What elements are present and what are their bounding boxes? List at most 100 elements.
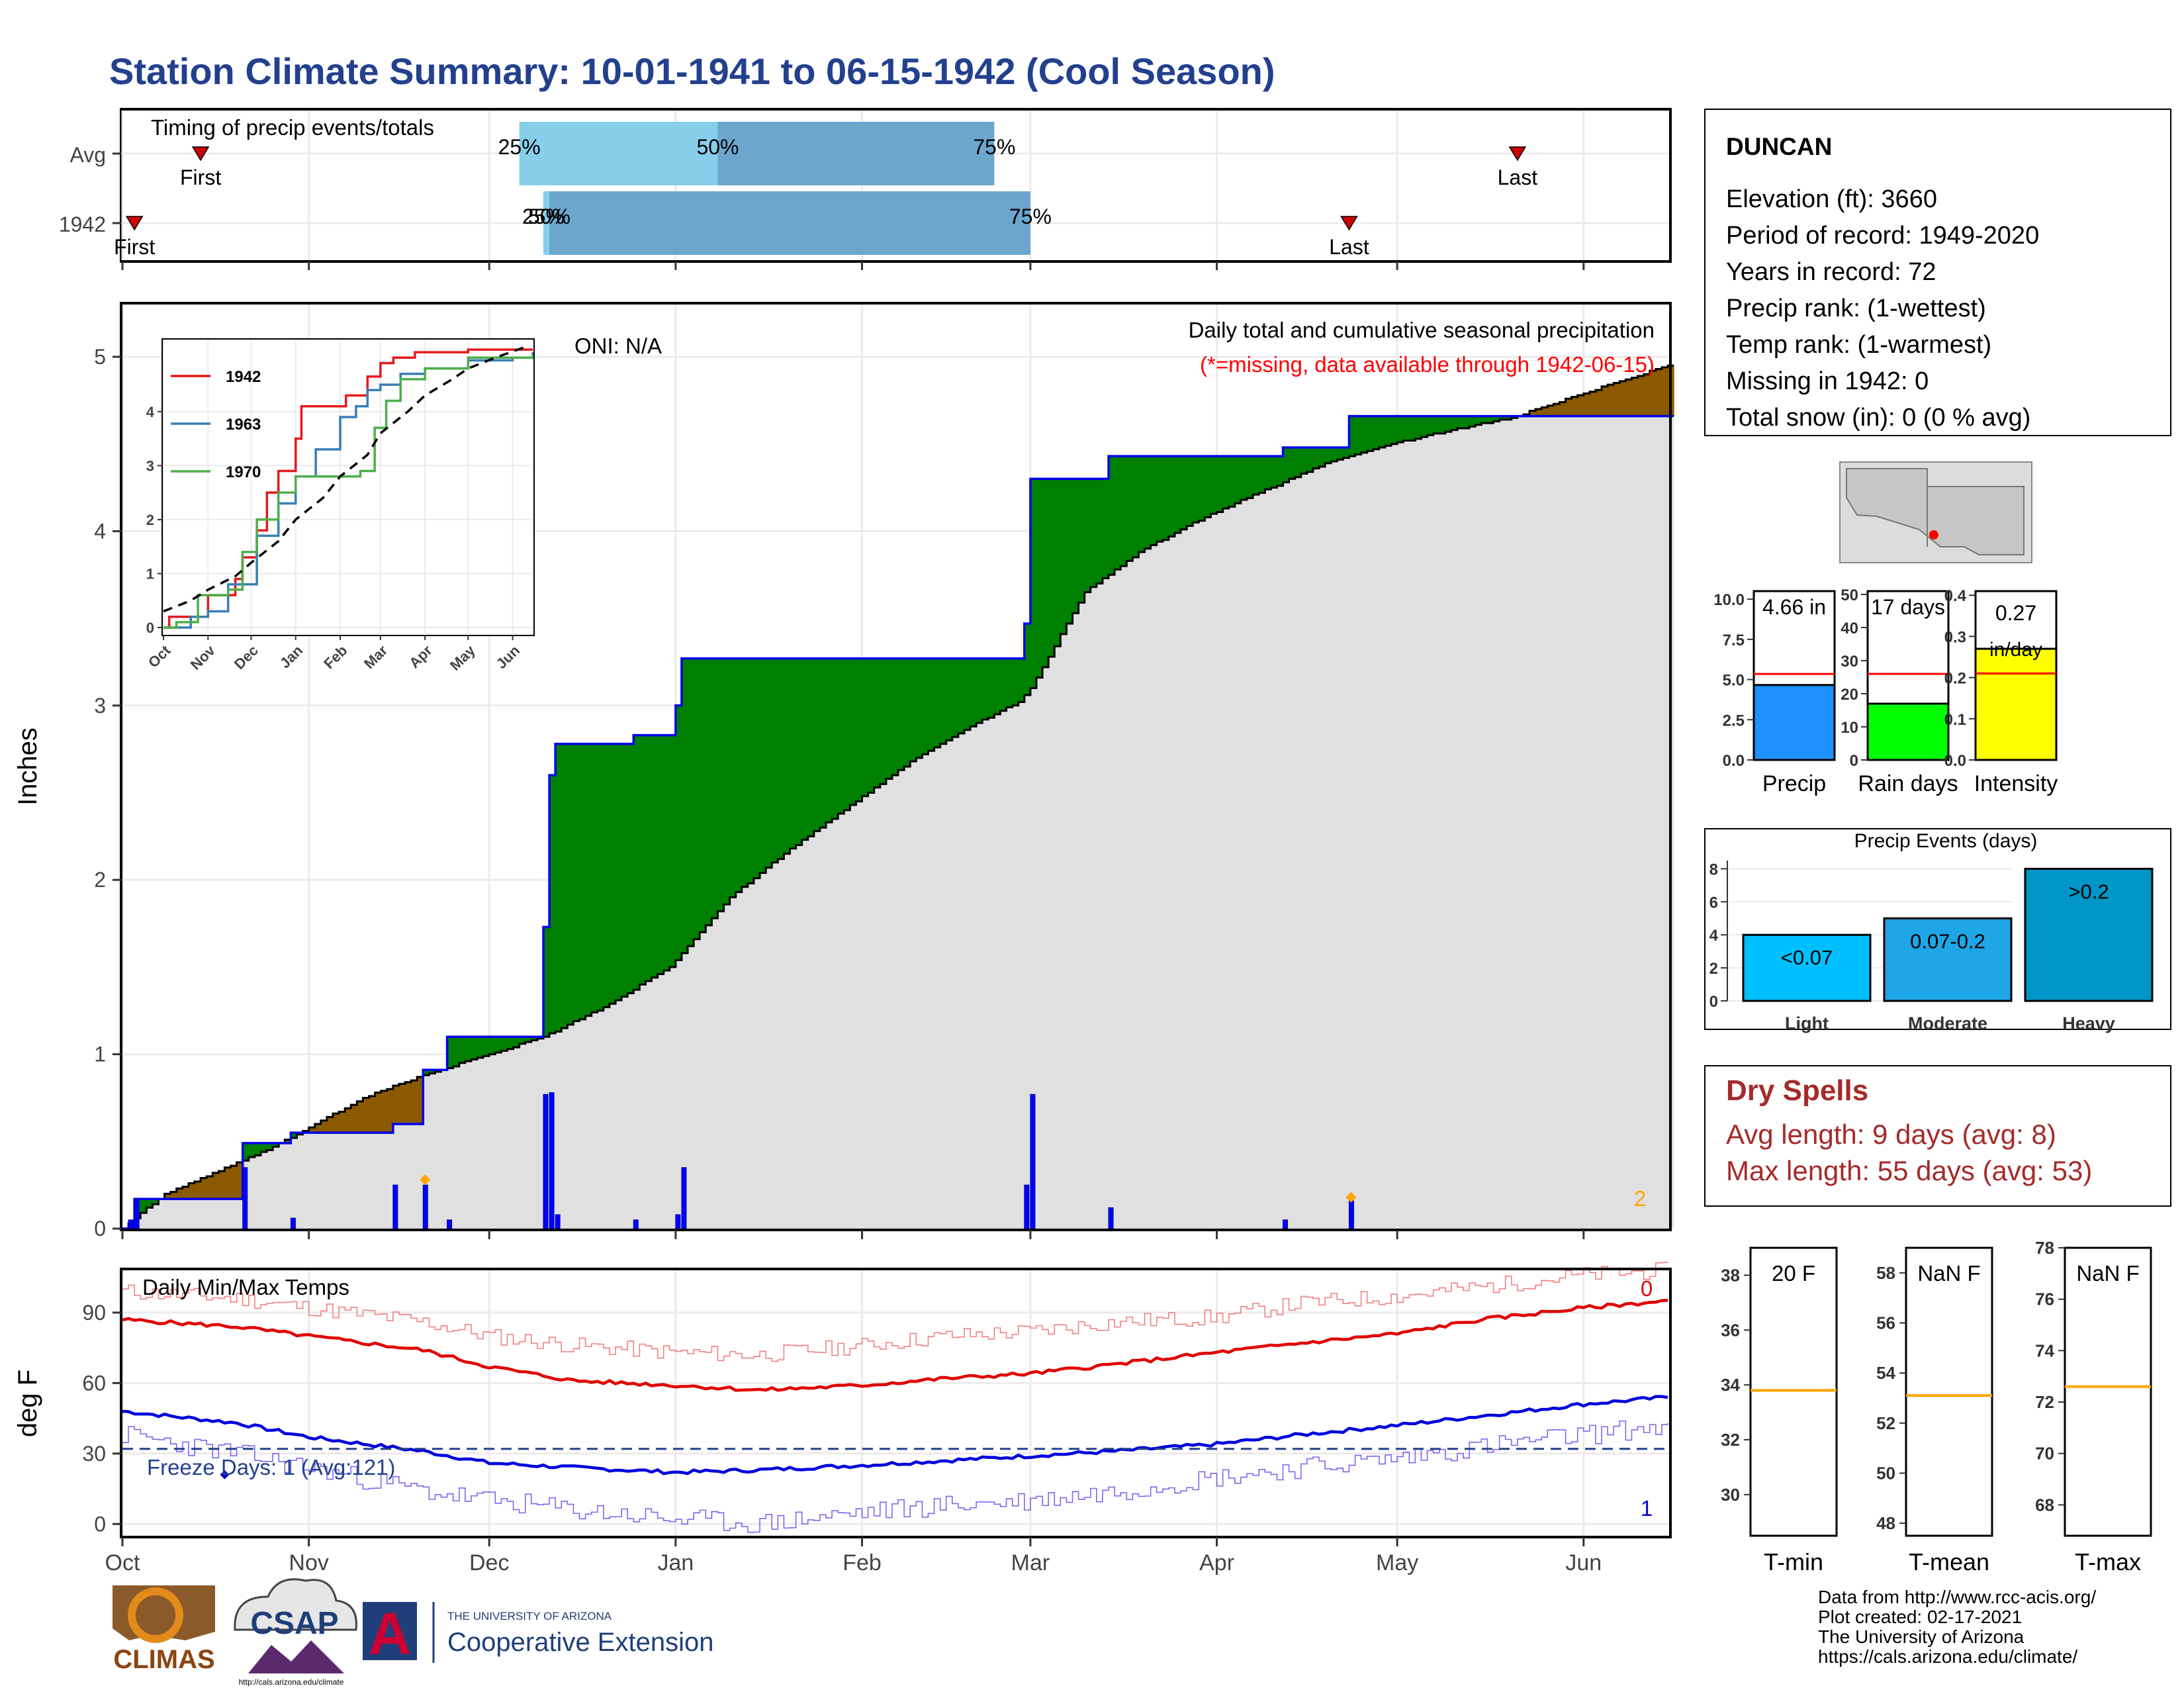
above-average-area [1379, 416, 1386, 447]
temp-xtick-label: Jan [657, 1550, 694, 1575]
temp-stat-value: NaN F [2076, 1261, 2139, 1286]
page-title: Station Climate Summary: 10-01-1941 to 0… [109, 50, 1275, 92]
below-average-area [345, 1108, 351, 1133]
events-bar-label: 0.07-0.2 [1910, 929, 1985, 953]
above-average-area [633, 735, 640, 990]
below-average-area [206, 1176, 213, 1199]
above-average-area [1187, 456, 1193, 526]
above-average-area [549, 775, 556, 1033]
below-average-area [411, 1080, 418, 1124]
stat-ytick-label: 40 [1841, 620, 1858, 637]
below-average-area [1637, 375, 1645, 416]
stat-value-label: 0.27 [1995, 601, 2036, 625]
timing-pct-label: 50% [528, 205, 570, 228]
temp-ytick-label: 90 [82, 1301, 106, 1325]
stat-ytick-label: 10.0 [1713, 591, 1745, 609]
timing-row-label-avg: Avg [69, 143, 106, 167]
below-average-area [363, 1098, 370, 1133]
above-average-area [880, 658, 887, 784]
events-bar-label: >0.2 [2068, 880, 2109, 903]
above-average-area [675, 705, 682, 961]
below-average-area [188, 1183, 195, 1199]
above-average-area [838, 658, 844, 814]
last-event-marker [1340, 216, 1358, 231]
above-average-area [465, 1037, 472, 1062]
precip-ytick-label: 5 [94, 345, 106, 369]
above-average-area [700, 658, 706, 933]
daily-precip-bar [1348, 1200, 1354, 1229]
above-average-area [723, 658, 731, 905]
timing-panel: Timing of precip events/totals 25% 50% 75%… [59, 108, 1672, 270]
stat-ytick-label: 5.0 [1723, 672, 1745, 690]
daily-precip-bar [681, 1167, 687, 1229]
above-average-area [1030, 479, 1037, 688]
above-average-area [694, 658, 700, 939]
below-average-area [398, 1084, 406, 1124]
below-average-area [326, 1117, 334, 1133]
above-average-area [994, 658, 1001, 714]
above-average-area [1193, 456, 1199, 523]
above-average-area [597, 743, 604, 1011]
inset-average-line [163, 346, 526, 613]
station-years: Years in record: 72 [1726, 258, 1936, 286]
csap-mountains [248, 1640, 344, 1673]
above-average-area [940, 658, 947, 744]
above-average-area [621, 743, 628, 997]
above-average-area [790, 658, 797, 849]
station-name: DUNCAN [1726, 133, 1832, 160]
above-average-area [267, 1143, 273, 1150]
timing-pct-label: 50% [696, 135, 739, 159]
record-max-line [122, 1262, 1668, 1362]
daily-precip-bar [1024, 1184, 1030, 1229]
above-average-area [934, 658, 941, 748]
above-average-area [1138, 456, 1146, 553]
temp-stat-ytick-label: 68 [2035, 1495, 2054, 1515]
temp-stat-ytick-label: 30 [1721, 1485, 1740, 1505]
temp-stat-ytick-label: 54 [1876, 1363, 1895, 1383]
timing-title: Timing of precip events/totals [151, 115, 434, 140]
temp-stat-ytick-label: 78 [2035, 1238, 2054, 1258]
above-average-area [1319, 447, 1326, 467]
above-average-area [891, 658, 899, 776]
stat-value-label: 17 days [1871, 595, 1945, 619]
ua-line2: Cooperative Extension [447, 1628, 713, 1657]
above-average-area [1265, 456, 1271, 490]
below-average-area [320, 1120, 328, 1133]
below-average-area [1535, 409, 1542, 416]
below-average-area [195, 1181, 201, 1199]
above-average-area [862, 658, 869, 796]
dry-title: Dry Spells [1726, 1074, 1868, 1107]
above-average-area [645, 735, 653, 981]
temp-stat-ytick-label: 56 [1876, 1313, 1895, 1333]
precip-ytick-label: 1 [94, 1043, 106, 1066]
precip-missing-note: (*=missing, data available through 1942-… [1200, 352, 1655, 377]
above-average-area [1277, 456, 1284, 486]
above-average-area [1457, 416, 1464, 429]
above-average-area [1102, 479, 1109, 579]
above-average-area [591, 743, 598, 1013]
temp-lines [122, 1262, 1669, 1533]
temp-stat-label: T-min [1764, 1548, 1823, 1575]
above-average-area [489, 1037, 496, 1055]
precip-events-panel: Precip Events (days) 0 2 4 6 8 <0.07 Light 0.07… [1704, 828, 2171, 1033]
temp-stat-ytick-label: 72 [2035, 1392, 2054, 1412]
inset-ytick-label: 3 [146, 457, 154, 474]
temp-stat-ytick-label: 52 [1876, 1413, 1895, 1433]
events-ytick-label: 8 [1709, 861, 1718, 878]
precip-ytick-label: 0 [94, 1217, 106, 1241]
below-average-area [381, 1090, 388, 1133]
above-average-area [1253, 456, 1259, 495]
inset-legend-label: 1942 [226, 368, 261, 386]
station-info-box: DUNCAN Elevation (ft): 3660 Period of re… [1704, 109, 2171, 436]
below-average-area [1571, 397, 1578, 416]
stat-ytick-label: 0.4 [1944, 587, 1967, 605]
above-average-area [1084, 479, 1091, 592]
first-event-label: First [180, 165, 221, 189]
above-average-area [1312, 447, 1320, 469]
last-event-label: Last [1498, 165, 1538, 189]
above-average-area [531, 1037, 538, 1041]
below-average-area [1655, 369, 1662, 416]
stat-ytick-label: 7.5 [1723, 632, 1745, 649]
